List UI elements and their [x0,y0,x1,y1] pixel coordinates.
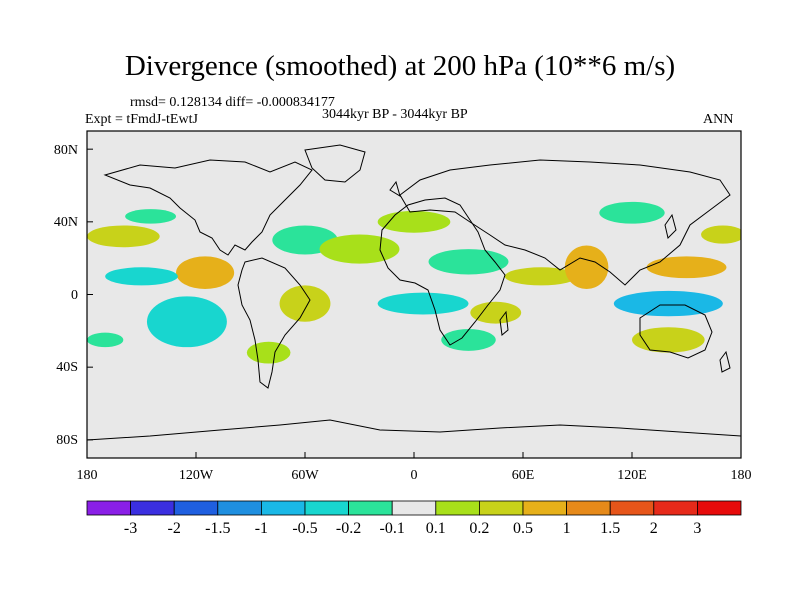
stats-label: rmsd= 0.128134 diff= -0.000834177 [130,95,335,110]
colorbar-label: 0.2 [469,520,490,537]
colorbar-swatch [653,500,698,516]
lat-tick-eq: 0 [71,288,78,303]
divergence-region [646,256,727,279]
new-zealand-coast [719,350,731,373]
lat-tick-80n: 80N [53,143,78,158]
divergence-region [470,301,522,324]
colorbar-swatch [435,500,480,516]
divergence-region [279,285,331,322]
colorbar-label: -3 [123,520,138,537]
lat-tick-40s: 40S [56,360,78,375]
south-america-coast [237,257,311,389]
madagascar-coast [499,310,509,336]
divergence-region [87,332,124,348]
lat-tick-40n: 40N [53,215,78,230]
period-label: 3044kyr BP - 3044kyr BP [322,107,468,122]
colorbar-swatch [173,500,219,516]
eurasia-coast [399,159,731,286]
plot-title: Divergence (smoothed) at 200 hPa (10**6 … [124,50,676,82]
colorbar-label: 1.5 [600,520,621,537]
north-america-coast [103,159,313,256]
colorbar-label: -1 [254,520,269,537]
colorbar-swatch [260,500,306,516]
divergence-region [599,201,665,224]
lon-tick-120w: 120W [178,468,214,483]
colorbar-label: 2 [649,520,658,537]
lon-tick-60w: 60W [291,468,319,483]
antarctica-coast [87,419,741,441]
colorbar-swatch [566,500,611,516]
colorbar-swatch [522,500,567,516]
colorbar-swatch [609,500,655,516]
divergence-region [428,249,509,275]
lon-tick-180e: 180 [730,468,752,483]
divergence-region [246,341,291,364]
divergence-region [319,234,400,264]
divergence-region [613,290,723,317]
divergence-region [377,292,469,315]
divergence-region [125,209,177,224]
australia-coast [639,304,713,359]
divergence-region [564,245,609,290]
lon-tick-0: 0 [410,468,418,483]
lon-tick-120e: 120E [617,468,647,483]
colorbar-swatch [478,500,524,516]
colorbar-swatch [391,500,437,516]
lon-tick-60e: 60E [511,468,535,483]
colorbar-label: -1.5 [205,520,231,537]
colorbar-swatch [217,500,262,516]
coastlines [87,144,741,441]
europe-africa-coast [379,197,506,346]
divergence-region [504,267,578,286]
colorbar-swatch [304,500,349,516]
colorbar-swatch [348,500,393,516]
divergence-region [441,329,496,351]
divergence-region [377,210,451,233]
colorbar-label: -0.5 [292,520,318,537]
lat-tick-80s: 80S [56,433,78,448]
colorbar-label: 0.1 [425,520,446,537]
divergence-region [632,327,705,353]
lon-tick-180w: 180 [76,468,98,483]
divergence-region [701,225,741,244]
divergence-region [87,225,160,248]
experiment-label: Expt = tFmdJ-tEwtJ [85,112,198,127]
colorbar-swatch [130,500,175,516]
colorbar-label: 3 [693,520,702,537]
japan-coast [664,213,677,239]
divergence-region [105,267,178,286]
colorbar-label: 0.5 [513,520,533,537]
colorbar-label: -0.2 [335,520,362,537]
colorbar-label: -0.1 [379,520,405,537]
divergence-region [176,256,235,290]
colorbar-swatch [86,500,131,516]
colorbar-label: -2 [167,520,181,537]
divergence-region [146,296,227,348]
season-label: ANN [703,112,734,127]
colorbar-swatch [697,500,742,516]
greenland-coast [304,144,366,183]
colorbar-label: 1 [562,520,571,537]
uk-coast [389,180,401,198]
